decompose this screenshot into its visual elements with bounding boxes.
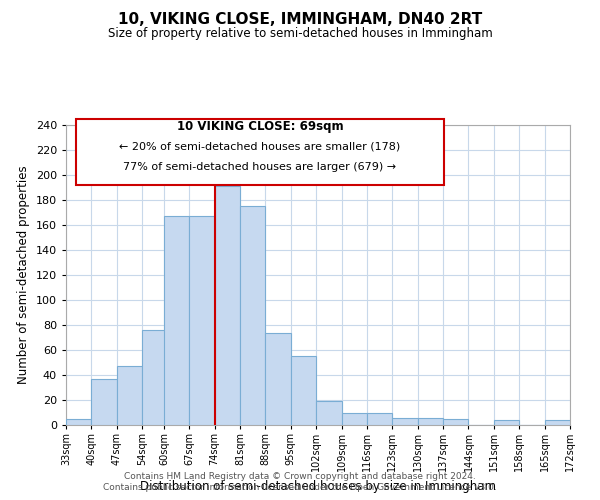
Text: Size of property relative to semi-detached houses in Immingham: Size of property relative to semi-detach… [107,28,493,40]
Bar [367,412,392,425]
Bar [545,420,570,425]
Bar [142,330,167,425]
Text: Contains HM Land Registry data © Crown copyright and database right 2024.: Contains HM Land Registry data © Crown c… [124,472,476,481]
Text: 10 VIKING CLOSE: 69sqm: 10 VIKING CLOSE: 69sqm [177,120,343,134]
Bar [443,419,469,425]
X-axis label: Distribution of semi-detached houses by size in Immingham: Distribution of semi-detached houses by … [140,480,496,492]
Bar [392,418,418,425]
Bar [117,366,142,425]
Bar [418,418,443,425]
Bar [66,419,91,425]
Bar [341,412,367,425]
Bar [215,186,240,425]
Bar [189,216,215,425]
Text: ← 20% of semi-detached houses are smaller (178): ← 20% of semi-detached houses are smalle… [119,142,401,152]
Text: 77% of semi-detached houses are larger (679) →: 77% of semi-detached houses are larger (… [124,162,397,172]
FancyBboxPatch shape [76,119,444,185]
Bar [164,216,189,425]
Bar [316,401,341,425]
Bar [240,206,265,425]
Bar [265,332,291,425]
Text: Contains public sector information licensed under the Open Government Licence v3: Contains public sector information licen… [103,484,497,492]
Y-axis label: Number of semi-detached properties: Number of semi-detached properties [17,166,30,384]
Bar [91,379,117,425]
Bar [291,356,316,425]
Text: 10, VIKING CLOSE, IMMINGHAM, DN40 2RT: 10, VIKING CLOSE, IMMINGHAM, DN40 2RT [118,12,482,28]
Bar [494,420,519,425]
